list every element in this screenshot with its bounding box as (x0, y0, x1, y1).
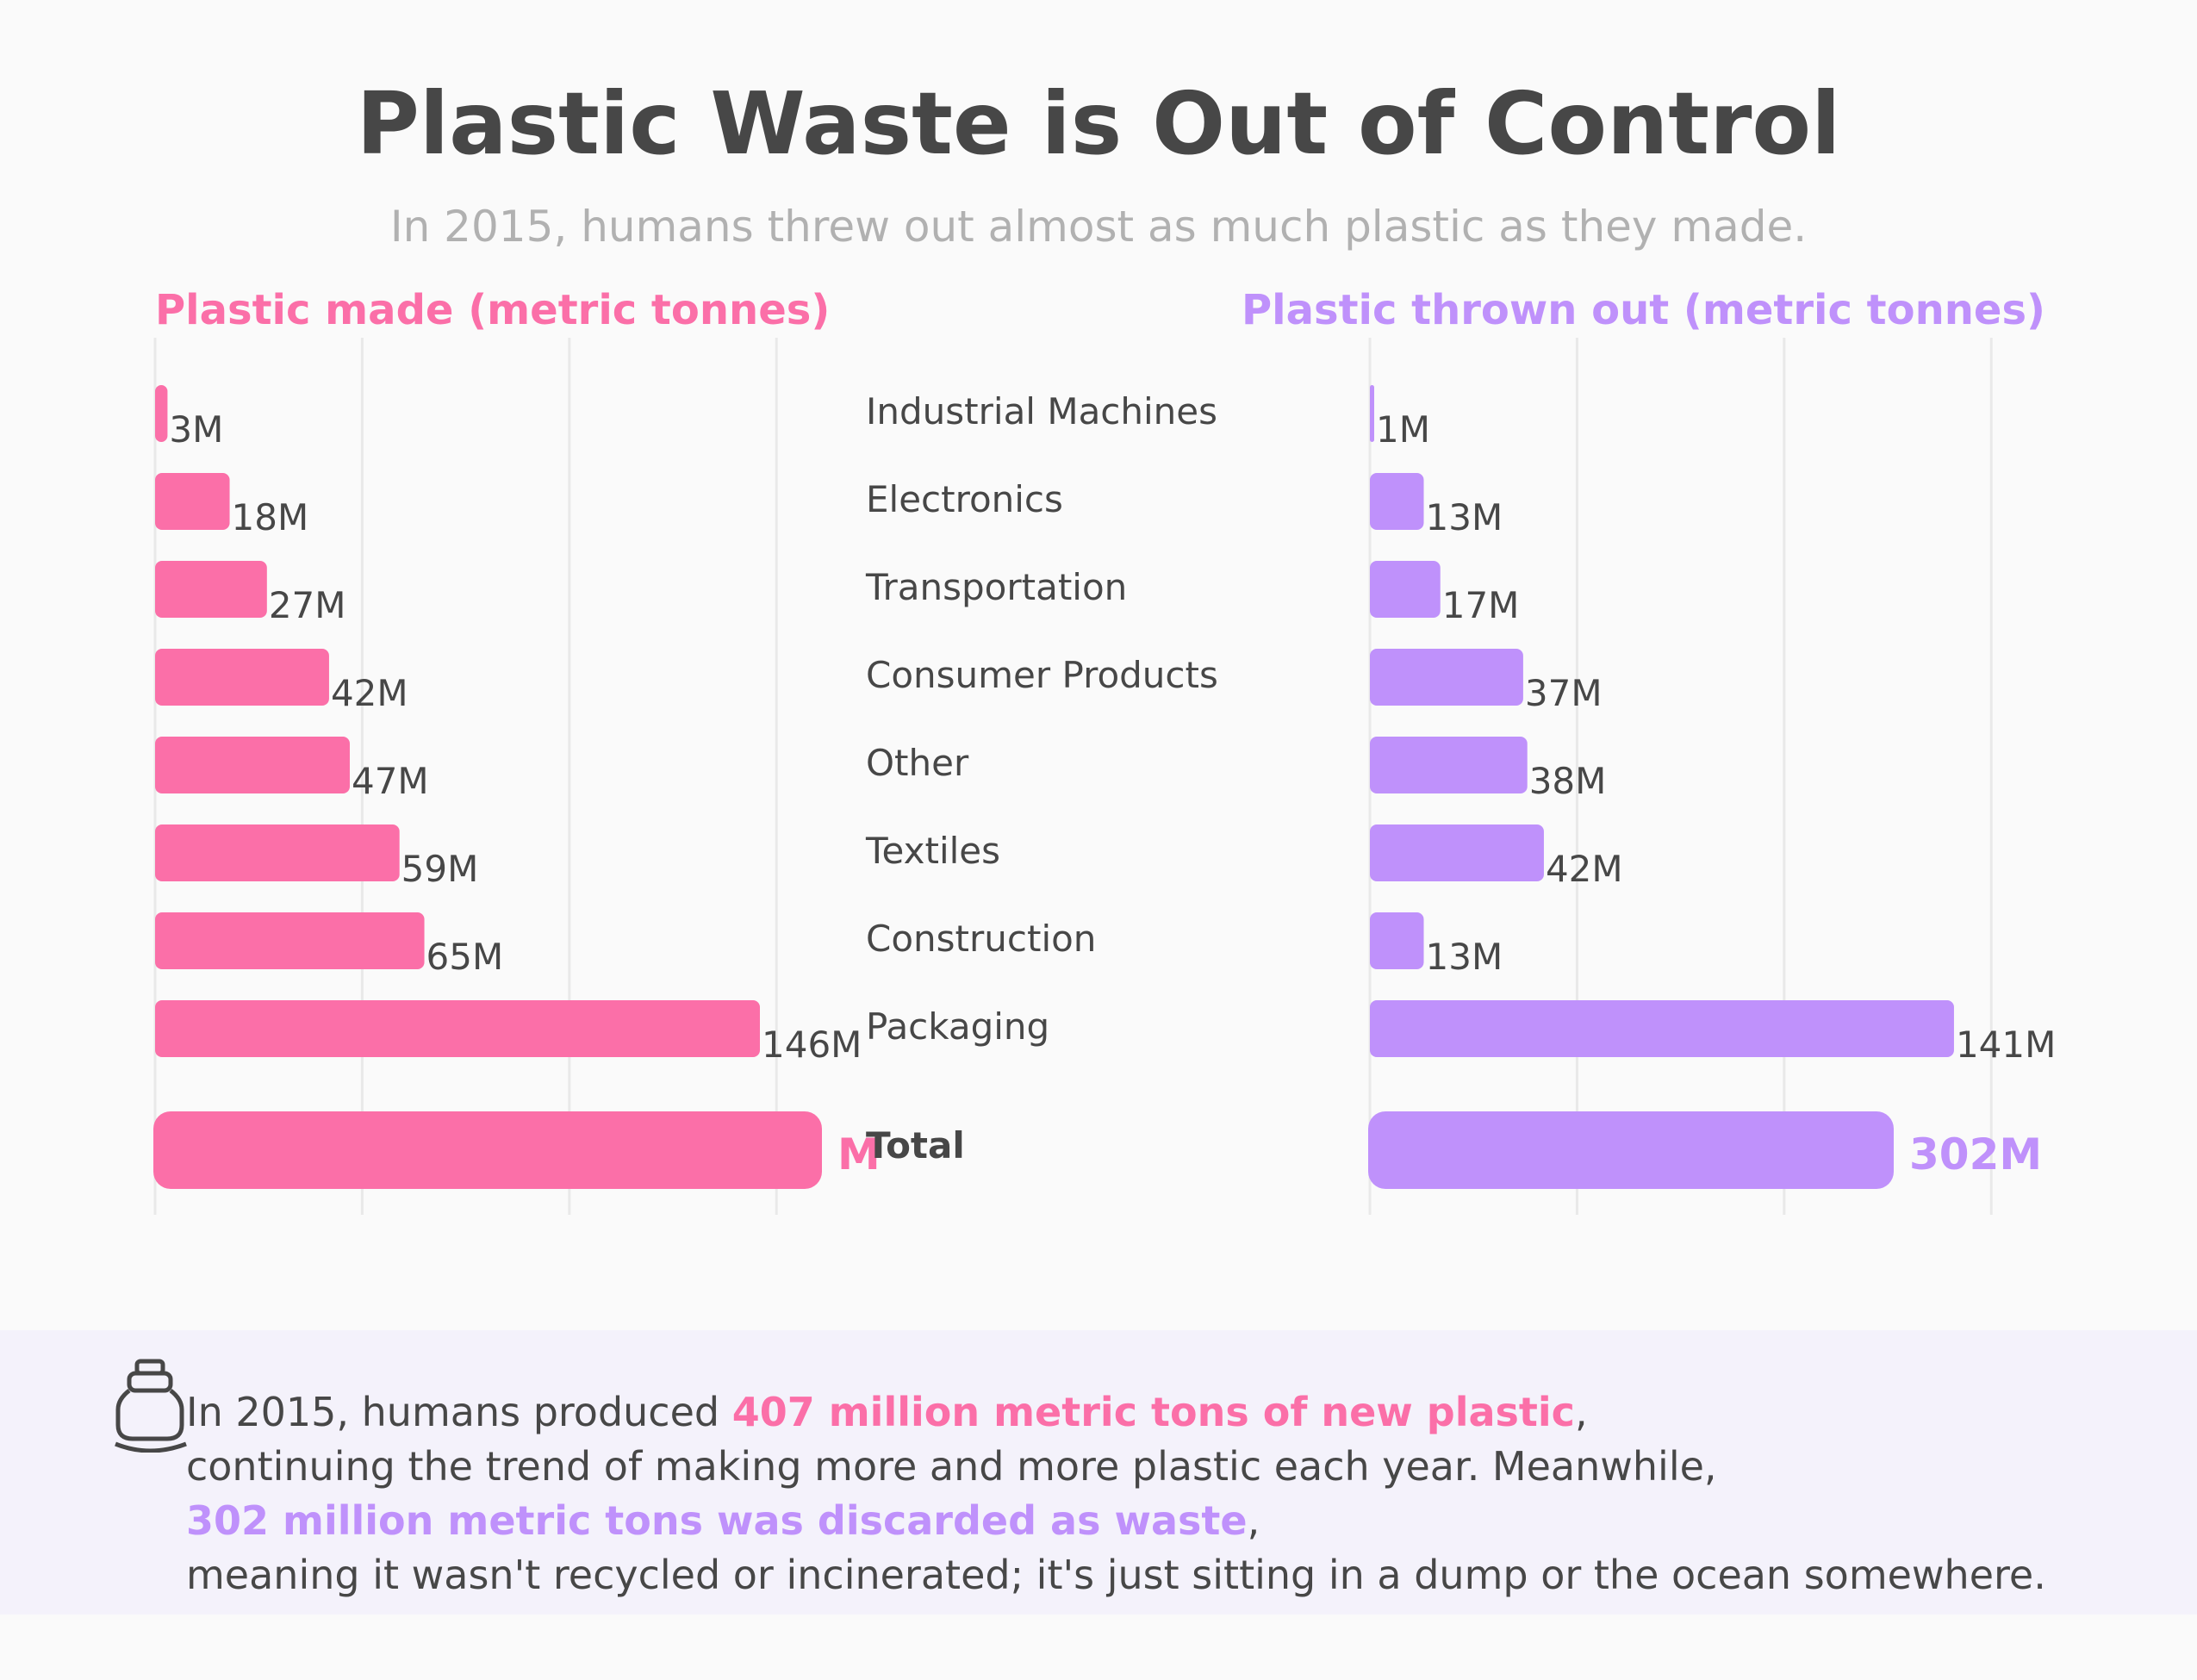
left-panel-title: Plastic made (metric tonnes) (155, 286, 830, 334)
category-label: Packaging (866, 1005, 1049, 1048)
summary-line-3: 302 million metric tons was discarded as… (186, 1494, 2176, 1548)
category-label: Construction (866, 918, 1096, 960)
summary-line-2: continuing the trend of making more and … (186, 1443, 1717, 1490)
gridlines (153, 338, 1993, 1215)
summary-text-part: In 2015, humans produced (186, 1389, 732, 1435)
waste-value-label: 1M (1376, 408, 1430, 451)
made-bar (155, 824, 400, 881)
waste-value-label: 13M (1426, 496, 1503, 538)
made-value-label: 65M (426, 936, 504, 978)
category-label: Industrial Machines (866, 390, 1217, 432)
made-bar (155, 473, 230, 530)
waste-bar (1370, 561, 1441, 618)
made-bar (155, 649, 329, 706)
waste-value-label: 13M (1426, 936, 1503, 978)
summary-line-1: In 2015, humans produced 407 million met… (186, 1385, 2176, 1440)
right-panel-title: Plastic thrown out (metric tonnes) (1242, 286, 2045, 334)
summary-footer: In 2015, humans produced 407 million met… (0, 1330, 2197, 1615)
waste-bar (1370, 1000, 1954, 1057)
made-highlight: 407 million metric tons of new plastic (731, 1389, 1575, 1435)
made-bar (155, 385, 168, 442)
made-bar (155, 1000, 760, 1057)
waste-bars: 1M 13M 17M 37M 38M 42M 13M 141M 302M (1368, 385, 2056, 1189)
category-label: Other (866, 742, 969, 784)
made-bar (155, 912, 425, 969)
category-labels: Industrial Machines Electronics Transporta… (865, 390, 1218, 1167)
made-total-label: M (837, 1129, 881, 1179)
chart: Plastic Waste is Out of Control In 2015,… (153, 73, 2056, 1215)
total-label: Total (866, 1124, 965, 1167)
made-value-label: 18M (232, 496, 309, 538)
summary-text: In 2015, humans produced 407 million met… (186, 1385, 2176, 1602)
waste-bar (1370, 385, 1374, 442)
category-label: Electronics (866, 478, 1063, 520)
waste-value-label: 42M (1546, 848, 1623, 890)
category-label: Consumer Products (866, 654, 1218, 696)
summary-text-part: , (1574, 1389, 1588, 1435)
made-total-bar (153, 1111, 822, 1189)
waste-total-label: 302M (1909, 1129, 2042, 1179)
waste-highlight: 302 million metric tons was discarded as… (186, 1497, 1248, 1544)
made-bars: 3M 18M 27M 42M 47M 59M 65M 146M M (153, 385, 881, 1189)
waste-bar (1370, 649, 1523, 706)
made-bar (155, 561, 267, 618)
made-value-label: 47M (352, 760, 429, 802)
summary-line-4: meaning it wasn't recycled or incinerate… (186, 1552, 2046, 1598)
made-value-label: 42M (331, 672, 408, 714)
waste-value-label: 141M (1956, 1024, 2056, 1066)
chart-subtitle: In 2015, humans threw out almost as much… (390, 202, 1807, 252)
summary-text-part: , (1247, 1497, 1260, 1544)
made-value-label: 3M (169, 408, 223, 451)
made-value-label: 146M (762, 1024, 862, 1066)
category-label: Textiles (865, 830, 1000, 872)
made-value-label: 27M (269, 584, 346, 626)
waste-value-label: 37M (1525, 672, 1603, 714)
waste-bar (1370, 824, 1544, 881)
waste-bar (1370, 912, 1424, 969)
category-label: Transportation (865, 566, 1127, 608)
waste-bar (1370, 737, 1528, 793)
waste-bar (1370, 473, 1424, 530)
waste-value-label: 17M (1442, 584, 1520, 626)
made-bar (155, 737, 350, 793)
waste-total-bar (1368, 1111, 1894, 1189)
waste-value-label: 38M (1529, 760, 1607, 802)
plastic-bottle-icon (115, 1359, 187, 1453)
made-value-label: 59M (401, 848, 479, 890)
chart-title: Plastic Waste is Out of Control (357, 73, 1841, 174)
